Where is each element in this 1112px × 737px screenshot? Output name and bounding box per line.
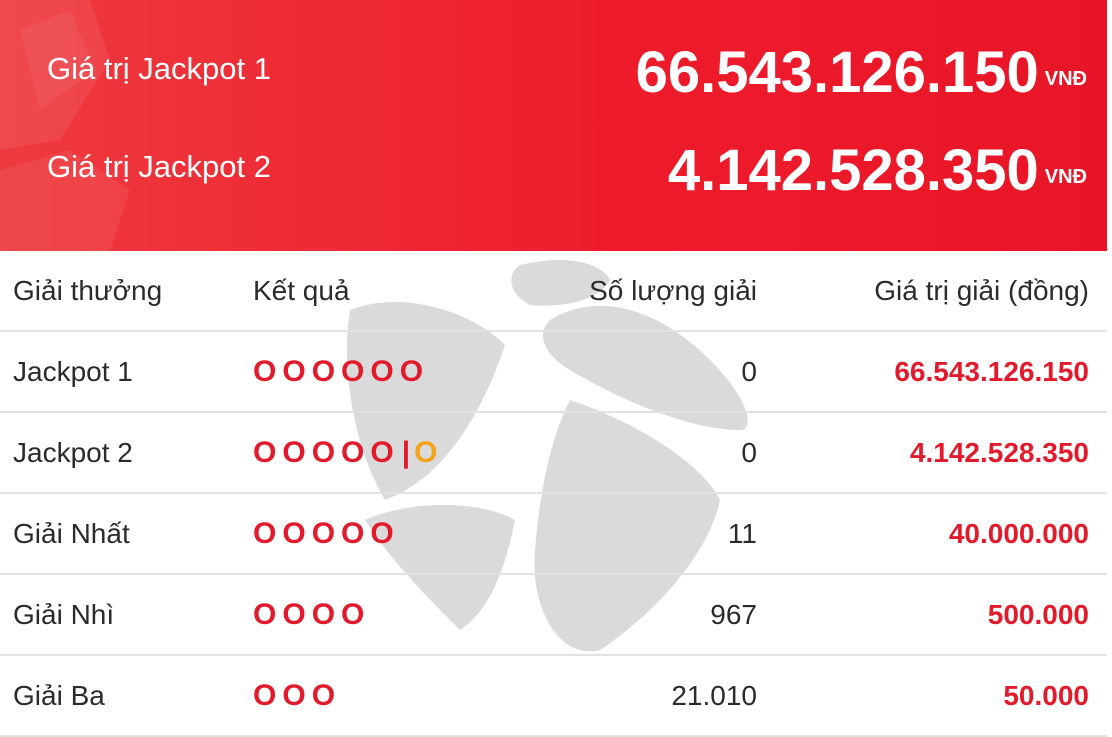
prize-name: Jackpot 1: [13, 355, 133, 387]
prize-table: Giải thưởng Kết quả Số lượng giải Giá tr…: [0, 251, 1107, 737]
result-ball: O: [311, 516, 336, 550]
jackpot-1-label: Giá trị Jackpot 1: [47, 51, 271, 86]
prize-name: Giải Nhất: [13, 517, 130, 549]
result-balls: O O O O: [253, 575, 370, 654]
prize-count: 11: [727, 517, 757, 549]
table-row: Jackpot 1 O O O O O O 0 66.543.126.150: [0, 332, 1107, 413]
result-ball: O: [341, 516, 365, 550]
table-row: Giải Ba O O O 21.010 50.000: [0, 656, 1107, 737]
result-ball: O: [253, 354, 277, 388]
prize-value-text: 50.000: [1003, 679, 1089, 711]
result-ball: O: [341, 597, 365, 631]
prize-value-text: 4.142.528.350: [909, 436, 1089, 468]
table-header-row: Giải thưởng Kết quả Số lượng giải Giá tr…: [0, 251, 1107, 332]
result-ball: O: [370, 516, 394, 550]
result-ball: O: [253, 516, 277, 550]
jackpot-banner: Giá trị Jackpot 1 66.543.126.150 VNĐ Giá…: [0, 0, 1107, 251]
result-balls: O O O O O: [253, 494, 400, 573]
result-ball: O: [282, 597, 306, 631]
result-ball: O: [253, 435, 277, 469]
result-ball: O: [311, 678, 336, 712]
result-ball: O: [370, 435, 394, 469]
banner-decoration: [0, 0, 130, 251]
table-row: Giải Nhì O O O O 967 500.000: [0, 575, 1107, 656]
result-ball: O: [282, 678, 306, 712]
prize-name: Giải Ba: [13, 679, 105, 711]
prize-value-text: 500.000: [987, 598, 1089, 630]
jackpot-2-amount: 4.142.528.350 VNĐ: [668, 125, 1087, 215]
header-value: Giá trị giải (đồng): [874, 274, 1089, 306]
jackpot-1-value: 66.543.126.150: [635, 39, 1039, 105]
prize-value: 50.000: [1003, 656, 1089, 735]
prize-value: 4.142.528.350: [910, 413, 1089, 492]
result-balls: O O O O O O: [253, 332, 429, 411]
prize-count: 21.010: [671, 679, 757, 711]
jackpot-2-label: Giá trị Jackpot 2: [47, 149, 271, 184]
result-balls: O O O: [253, 656, 341, 735]
result-ball: O: [282, 435, 306, 469]
prize-value-text: 40.000.000: [948, 517, 1089, 549]
result-ball: O: [282, 354, 306, 388]
header-result: Kết quả: [253, 274, 350, 306]
jackpot-2-unit: VNĐ: [1044, 165, 1087, 188]
result-ball: O: [253, 678, 277, 712]
header-prize: Giải thưởng: [13, 274, 163, 306]
header-count: Số lượng giải: [589, 274, 757, 306]
jackpot-1-unit: VNĐ: [1044, 67, 1087, 90]
result-ball: O: [311, 435, 336, 469]
jackpot-2-value: 4.142.528.350: [667, 137, 1039, 203]
prize-value: 40.000.000: [949, 494, 1089, 573]
jackpot-1-amount: 66.543.126.150 VNĐ: [636, 27, 1087, 117]
prize-count: 0: [741, 436, 757, 468]
result-ball: O: [370, 354, 394, 388]
table-row: Giải Nhất O O O O O 11 40.000.000: [0, 494, 1107, 575]
prize-value: 500.000: [988, 575, 1089, 654]
result-ball: O: [341, 354, 365, 388]
result-ball: O: [399, 354, 424, 388]
prize-value: 66.543.126.150: [894, 332, 1089, 411]
jackpot-1-row: Giá trị Jackpot 1 66.543.126.150 VNĐ: [0, 27, 1107, 117]
result-ball: O: [311, 354, 336, 388]
prize-name: Jackpot 2: [13, 436, 133, 468]
result-ball: O: [282, 516, 306, 550]
prize-count: 967: [710, 598, 757, 630]
result-ball: O: [341, 435, 365, 469]
special-separator: |: [401, 435, 411, 469]
table-row: Jackpot 2 O O O O O | O 0 4.142.528.350: [0, 413, 1107, 494]
prize-name: Giải Nhì: [13, 598, 115, 630]
prize-count: 0: [741, 355, 757, 387]
jackpot-2-row: Giá trị Jackpot 2 4.142.528.350 VNĐ: [0, 125, 1107, 215]
result-ball: O: [311, 597, 336, 631]
prize-value-text: 66.543.126.150: [894, 355, 1089, 387]
result-balls: O O O O O | O: [253, 413, 443, 492]
result-ball: O: [253, 597, 277, 631]
special-ball: O: [414, 435, 438, 469]
logo-watermark-icon: [346, 260, 748, 652]
